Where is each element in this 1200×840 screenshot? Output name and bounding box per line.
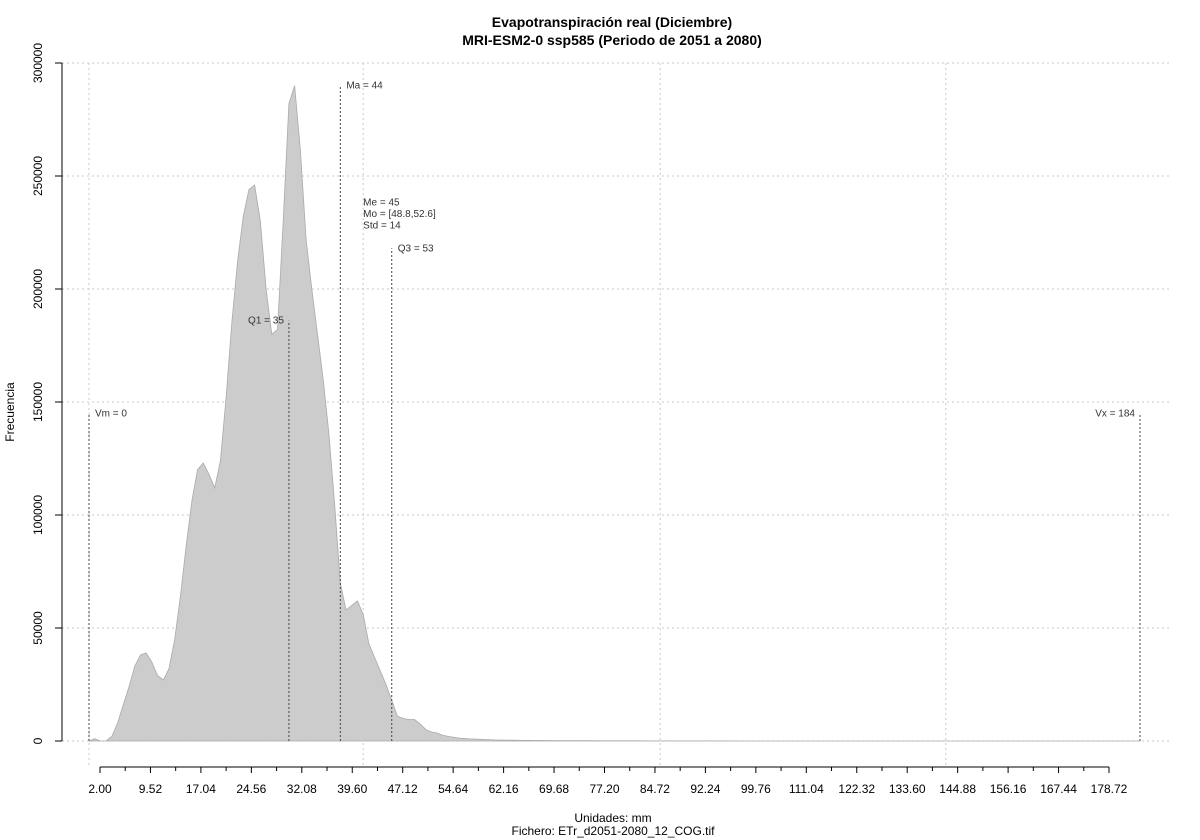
x-tick-label: 156.16	[990, 782, 1027, 796]
x-tick-label: 32.08	[287, 782, 317, 796]
stat-label: Q1 = 35	[248, 316, 284, 327]
x-tick-label: 17.04	[186, 782, 216, 796]
distribution-area	[88, 85, 1140, 742]
x-tick-label: 84.72	[640, 782, 670, 796]
x-tick-label: 62.16	[489, 782, 519, 796]
stat-label: Q3 = 53	[398, 243, 434, 254]
y-tick-label: 0	[31, 737, 45, 744]
x-tick-label: 47.12	[388, 782, 418, 796]
x-tick-label: 99.76	[741, 782, 771, 796]
file-caption: Fichero: ETr_d2051-2080_12_COG.tif	[512, 824, 716, 838]
y-tick-label: 250000	[31, 156, 45, 196]
y-tick-label: 200000	[31, 269, 45, 309]
y-axis-label: Frecuencia	[3, 382, 17, 442]
x-tick-label: 122.32	[838, 782, 875, 796]
y-axis: 0 50000 100000 150000 200000 250000 300000	[31, 43, 63, 744]
x-tick-label: 9.52	[139, 782, 163, 796]
y-tick-label: 50000	[31, 611, 45, 645]
x-tick-label: 144.88	[939, 782, 976, 796]
x-tick-label: 39.60	[337, 782, 367, 796]
stats-text: Mo = [48.8,52.6]	[363, 209, 436, 220]
chart-title: Evapotranspiración real (Diciembre)	[492, 14, 732, 30]
y-tick-label: 100000	[31, 495, 45, 535]
y-tick-label: 300000	[31, 43, 45, 83]
x-tick-label: 133.60	[889, 782, 926, 796]
x-tick-label: 111.04	[789, 782, 824, 796]
x-tick-label: 54.64	[438, 782, 468, 796]
chart-subtitle: MRI-ESM2-0 ssp585 (Periodo de 2051 a 208…	[462, 32, 762, 48]
stats-text: Me = 45	[363, 197, 400, 208]
x-tick-label: 167.44	[1040, 782, 1077, 796]
x-tick-label: 178.72	[1091, 782, 1128, 796]
stats-text: Std = 14	[363, 220, 401, 231]
y-tick-label: 150000	[31, 382, 45, 422]
x-tick-label: 92.24	[690, 782, 720, 796]
x-tick-label: 2.00	[88, 782, 112, 796]
x-axis-label: Unidades: mm	[574, 811, 651, 825]
stat-label: Vm = 0	[95, 408, 127, 419]
x-axis: 2.00 9.52 17.04 24.56 32.08 39.60 47.12 54.64 62…	[88, 766, 1128, 796]
stat-label: Vx = 184	[1095, 408, 1135, 419]
x-tick-label: 69.68	[539, 782, 569, 796]
stat-label: Ma = 44	[346, 81, 383, 92]
statistic-lines: Vm = 0 Q1 = 35 Ma = 44 Q3 = 53 Vx = 184 Me = …	[88, 81, 1141, 741]
x-tick-label: 24.56	[236, 782, 266, 796]
x-tick-label: 77.20	[589, 782, 619, 796]
